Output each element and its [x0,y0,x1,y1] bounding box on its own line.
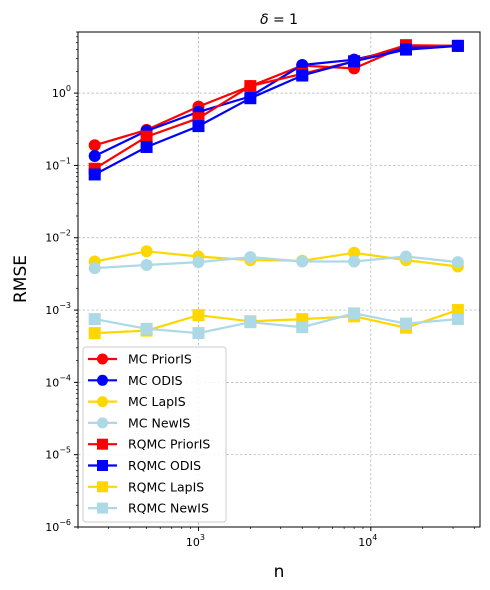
y-tick-label: 100 [52,84,71,100]
data-point [244,251,257,264]
data-point [140,245,153,258]
data-point [244,316,257,329]
data-point [88,327,101,340]
data-point [296,321,309,334]
data-point [88,150,101,163]
data-point [400,43,413,56]
legend-item: RQMC ODIS [88,458,201,473]
legend: MC PriorIS MC ODIS MC LapIS MC NewIS RQMC Pr… [82,346,227,523]
data-point [97,460,108,471]
data-point [192,120,205,133]
data-point [97,417,108,429]
data-point [348,246,361,259]
data-point [192,309,205,322]
series-mc-newis [88,250,464,275]
series-line [94,250,459,268]
series-line [94,44,458,170]
legend-box [82,346,227,523]
data-point [97,481,108,493]
y-tick-label: 10−5 [45,446,71,462]
series-rqmc-newis [88,307,464,340]
legend-label: RQMC NewIS [128,501,209,516]
series-line [94,44,458,176]
x-tick-label: 103 [186,533,205,549]
data-point [348,55,361,68]
data-point [97,396,108,408]
series-line [94,312,458,335]
data-point [296,255,309,268]
chart-title: δ = 1 [260,12,298,28]
data-point [451,313,464,326]
y-tick-label: 10−1 [45,156,71,172]
plot-frame [77,31,481,528]
legend-item: RQMC NewIS [88,501,209,516]
legend-label: MC ODIS [128,373,183,388]
y-tick-label: 10−3 [45,301,71,317]
data-point [140,258,153,271]
data-point [97,374,108,386]
series-line [94,255,459,270]
legend-label: MC PriorIS [128,352,192,367]
y-tick-label: 10−4 [45,373,71,389]
x-tick-label: 104 [358,533,377,549]
data-point [140,322,153,335]
data-point [400,317,413,330]
data-point [451,39,464,52]
data-point [244,92,257,105]
data-point [88,168,101,181]
legend-item: MC NewIS [88,415,190,430]
legend-item: MC LapIS [88,394,186,409]
series-line [94,309,459,335]
legend-label: MC LapIS [128,394,186,409]
legend-item: MC ODIS [88,373,183,388]
data-point [97,502,108,514]
y-axis-title: RMSE [11,255,31,303]
data-point [88,313,101,326]
data-point [97,353,108,365]
data-point [88,139,101,152]
data-point [451,304,464,317]
legend-label: RQMC LapIS [128,479,204,494]
data-point [451,256,464,269]
y-tick-label: 10−6 [45,518,71,534]
data-series [88,39,464,340]
x-axis-title: n [274,562,285,582]
axis-ticks: 10−6 10−5 10−4 10−3 10−2 10−1 100 103 104 [45,31,475,549]
data-point [140,140,153,153]
data-point [97,438,108,450]
data-point [192,327,205,340]
legend-item: MC PriorIS [88,352,192,367]
data-point [296,69,309,82]
series-rqmc-odis [88,39,464,181]
data-point [192,256,205,269]
legend-label: RQMC PriorIS [128,437,210,452]
data-point [348,307,361,320]
legend-label: MC NewIS [128,415,190,430]
data-point [400,250,413,263]
data-point [140,130,153,143]
legend-item: RQMC PriorIS [88,437,210,452]
data-point [88,262,101,275]
legend-label: RQMC ODIS [128,458,201,473]
y-tick-label: 10−2 [45,229,71,245]
legend-item: RQMC LapIS [88,479,204,494]
data-point [244,80,257,93]
data-point [348,255,361,268]
